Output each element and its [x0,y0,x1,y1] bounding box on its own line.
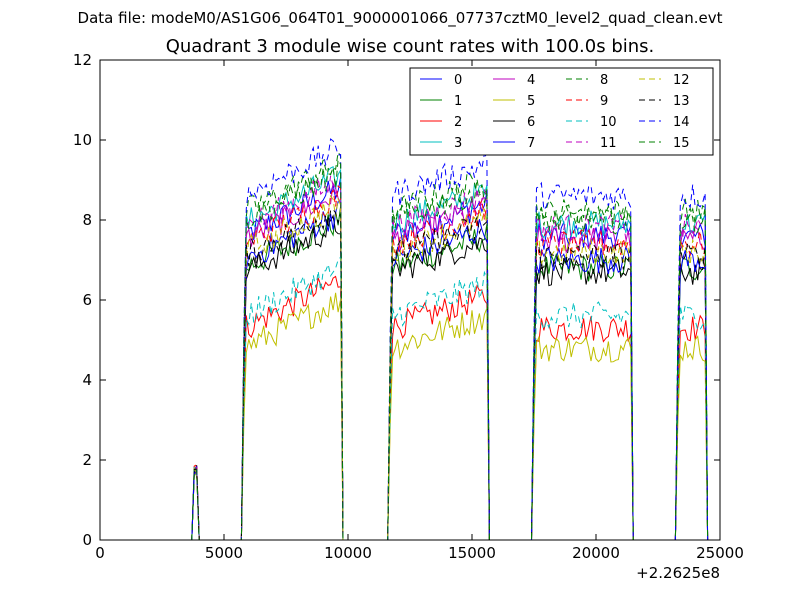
y-tick-label-2: 2 [82,451,92,469]
legend-label-1: 1 [454,94,462,109]
legend-label-6: 6 [527,115,535,130]
series-line-9 [191,185,709,540]
series-line-7 [191,201,709,540]
legend-box [409,67,714,156]
y-tick-label-8: 8 [82,211,92,229]
legend-label-10: 10 [600,115,617,130]
legend-label-8: 8 [600,73,608,88]
figure-suptitle: Data file: modeM0/AS1G06_064T01_90000010… [77,9,723,27]
legend-label-11: 11 [600,136,617,151]
legend-label-15: 15 [673,136,690,151]
series-line-10 [191,255,709,540]
legend-label-2: 2 [454,115,462,130]
series-line-4 [191,181,709,540]
x-tick-label-10000: 10000 [324,544,372,562]
series-line-11 [191,175,709,540]
x-tick-label-0: 0 [95,544,105,562]
legend-label-3: 3 [454,136,462,151]
series-line-3 [191,166,709,540]
series-line-8 [191,151,709,540]
legend-label-5: 5 [527,94,535,109]
chart-title: Quadrant 3 module wise count rates with … [165,36,655,57]
x-tick-label-25000: 25000 [696,544,744,562]
y-tick-label-12: 12 [73,51,92,69]
y-tick-label-4: 4 [82,371,92,389]
series-lines [191,138,709,540]
series-line-1 [191,206,709,540]
legend-label-13: 13 [673,94,690,109]
y-tick-label-10: 10 [73,131,92,149]
legend-label-4: 4 [527,73,535,88]
legend-label-7: 7 [527,136,535,151]
x-tick-label-5000: 5000 [205,544,243,562]
series-line-12 [191,194,709,540]
y-tick-label-6: 6 [82,291,92,309]
series-line-15 [191,158,709,540]
series-line-13 [191,208,709,540]
legend-label-12: 12 [673,73,690,88]
x-tick-label-20000: 20000 [572,544,620,562]
series-line-5 [191,292,709,540]
series-line-14 [191,138,709,540]
series-line-6 [191,214,709,540]
legend-label-0: 0 [454,73,462,88]
x-tick-label-15000: 15000 [448,544,496,562]
x-offset-label: +2.2625e8 [636,564,720,582]
legend-label-9: 9 [600,94,608,109]
y-tick-label-0: 0 [82,531,92,549]
legend-label-14: 14 [673,115,690,130]
series-line-2 [191,275,709,540]
